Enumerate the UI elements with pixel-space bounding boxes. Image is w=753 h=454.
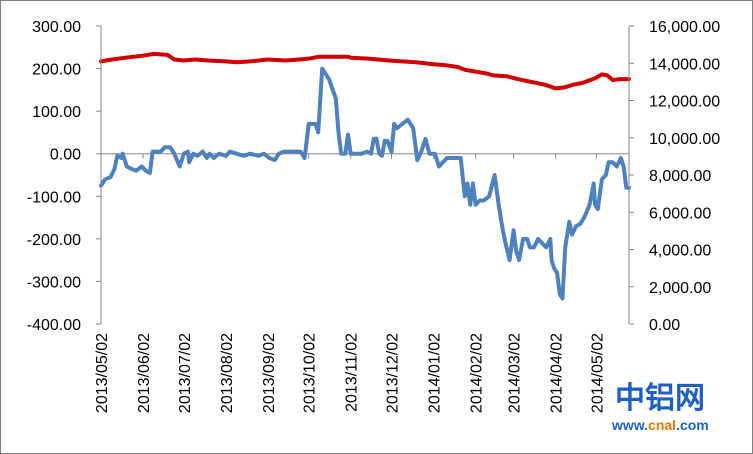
right-y-axis: 16,000.00 14,000.00 12,000.00 10,000.00 8,00… (628, 19, 720, 334)
x-tick-label: 2013/05/02 (94, 333, 111, 413)
x-tick-label: 2013/08/02 (219, 333, 236, 413)
right-tick-label: 16,000.00 (649, 19, 720, 36)
left-y-axis: 300.00 200.00 100.00 0.00 -100.00 -200.00 -300… (27, 19, 102, 334)
x-tick-label: 2013/11/02 (344, 333, 361, 412)
x-tick-label: 2014/03/02 (507, 333, 524, 413)
right-tick-label: 10,000.00 (649, 131, 720, 148)
watermark-brand: 中铝网 (615, 381, 705, 416)
x-tick-label: 2013/09/02 (261, 333, 278, 413)
left-tick-label: 300.00 (32, 19, 81, 36)
x-tick-label: 2013/10/02 (302, 333, 319, 413)
left-tick-label: 100.00 (32, 104, 81, 121)
left-tick-label: 200.00 (32, 62, 81, 79)
watermark-url-name: cnal (648, 417, 676, 433)
x-tick-label: 2013/06/02 (136, 333, 153, 413)
x-axis: 2013/05/02 2013/06/02 2013/07/02 2013/08/02… (94, 153, 606, 413)
x-tick-label: 2014/02/02 (469, 333, 486, 413)
right-tick-label: 12,000.00 (649, 94, 720, 111)
x-tick-label: 2014/05/02 (589, 333, 606, 413)
right-tick-label: 6,000.00 (649, 205, 711, 222)
left-tick-label: -200.00 (27, 232, 81, 249)
right-axis-series-line (99, 51, 631, 91)
right-tick-label: 14,000.00 (649, 56, 720, 73)
watermark-url-suffix: .com (676, 417, 709, 433)
plot-area (99, 51, 631, 301)
x-tick-label: 2014/01/02 (427, 333, 444, 413)
right-tick-label: 0.00 (649, 317, 680, 334)
x-tick-label: 2013/07/02 (177, 333, 194, 413)
left-axis-series-line (99, 66, 631, 301)
left-tick-label: 0.00 (50, 147, 81, 164)
x-tick-label: 2013/12/02 (384, 333, 401, 413)
x-tick-label: 2014/04/02 (549, 333, 566, 413)
right-tick-label: 4,000.00 (649, 243, 711, 260)
right-tick-label: 8,000.00 (649, 168, 711, 185)
right-tick-label: 2,000.00 (649, 280, 711, 297)
left-tick-label: -100.00 (27, 189, 81, 206)
watermark-url-prefix: www. (611, 417, 648, 433)
left-tick-label: -400.00 (27, 317, 81, 334)
left-tick-label: -300.00 (27, 274, 81, 291)
cnal-watermark: 中铝网 www.cnal.com (611, 381, 709, 433)
watermark-url: www.cnal.com (611, 417, 709, 433)
